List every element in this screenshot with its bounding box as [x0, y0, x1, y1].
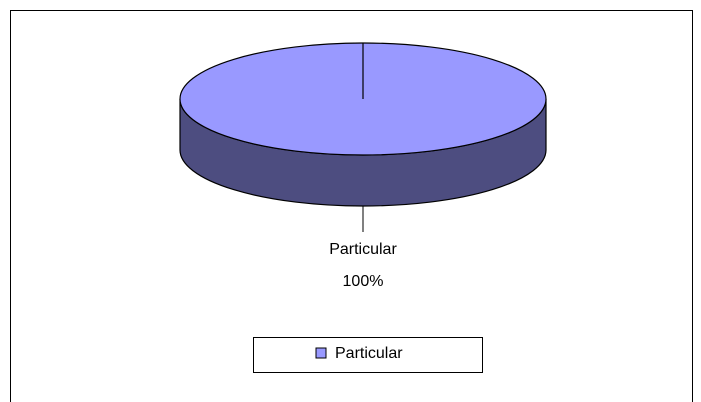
data-label-value: 100% — [343, 273, 384, 290]
plot-area: Particular 100% — [179, 42, 547, 290]
legend: Particular — [315, 345, 403, 362]
legend-swatch — [315, 347, 327, 359]
legend-label: Particular — [335, 345, 403, 362]
data-label-name: Particular — [329, 241, 397, 258]
legend-box — [253, 337, 483, 373]
